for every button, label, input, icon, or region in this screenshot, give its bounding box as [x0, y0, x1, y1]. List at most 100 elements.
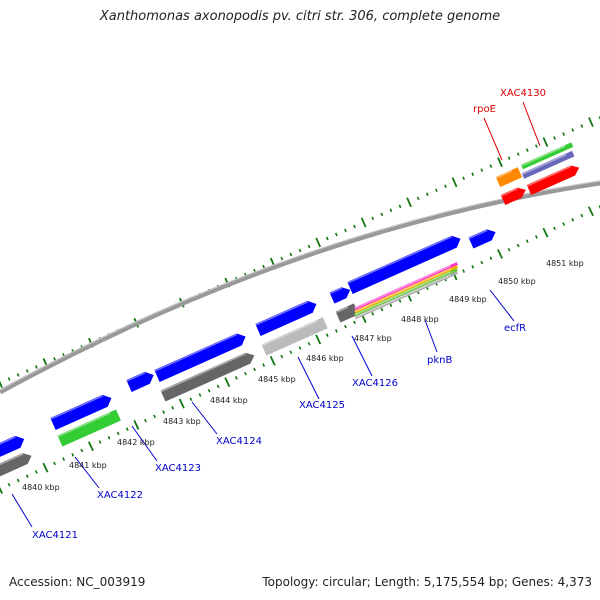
label-connector [11, 493, 33, 528]
major-tick [224, 377, 231, 388]
minor-tick [334, 329, 338, 333]
minor-tick [371, 312, 375, 316]
pknB-domain-band [354, 268, 458, 317]
minor-tick [507, 247, 511, 252]
cds-reverse [335, 303, 359, 323]
minor-tick [289, 350, 293, 355]
scale-tick-label: 4850 kbp [498, 277, 536, 286]
minor-tick [471, 265, 475, 269]
minor-tick [7, 377, 11, 381]
minor-tick [80, 448, 84, 453]
cds-forward [154, 333, 246, 382]
minor-tick [398, 204, 402, 209]
major-tick [315, 237, 322, 248]
label-connector [483, 117, 503, 161]
minor-tick [25, 474, 29, 478]
minor-tick [489, 164, 493, 168]
page-title: Xanthomonas axonopodis pv. citri str. 30… [99, 9, 501, 24]
scale-tick-label: 4843 kbp [163, 417, 201, 426]
minor-tick [234, 376, 238, 380]
scale-tick-label: 4851 kbp [546, 259, 584, 268]
minor-tick [280, 256, 284, 261]
minor-tick [298, 346, 302, 350]
cds-reverse [160, 352, 255, 402]
gene-label: XAC4123 [155, 463, 201, 474]
label-connector [489, 289, 515, 322]
cds-forward [0, 435, 25, 458]
major-tick [87, 441, 94, 452]
scale-tick-label: 4847 kbp [354, 334, 392, 343]
minor-tick [553, 226, 556, 231]
major-tick [360, 217, 367, 228]
gene-label: pknB [427, 355, 452, 366]
label-connector [424, 319, 438, 353]
minor-tick [380, 212, 384, 217]
minor-tick [298, 248, 302, 253]
minor-tick [289, 252, 293, 257]
feature-track [0, 142, 580, 478]
minor-tick [307, 244, 311, 249]
rna-gene [500, 187, 526, 206]
minor-tick [580, 124, 584, 128]
minor-tick [189, 397, 193, 402]
minor-tick [516, 243, 520, 248]
minor-tick [344, 324, 347, 329]
minor-tick [507, 156, 511, 160]
major-tick [406, 197, 412, 208]
pknB-domain-band [354, 262, 458, 311]
minor-tick [353, 224, 356, 229]
minor-tick [380, 307, 384, 312]
major-tick [587, 206, 594, 217]
accession-text: Accession: NC_003919 [9, 575, 146, 589]
cds-reverse [0, 453, 32, 478]
gene-label: XAC4126 [352, 378, 398, 389]
minor-tick [216, 384, 220, 389]
label-connector [522, 101, 541, 147]
major-tick [451, 177, 458, 188]
scale-labels: 4840 kbp 4841 kbp 4842 kbp 4843 kbp 4844 kbp… [22, 259, 584, 492]
scale-tick-label: 4848 kbp [401, 315, 439, 324]
rna-gene [526, 165, 580, 196]
cds-forward [468, 229, 496, 249]
major-tick [133, 420, 140, 430]
label-connector [191, 401, 218, 435]
minor-tick [16, 478, 20, 483]
minor-tick [244, 371, 247, 376]
label-connector [351, 335, 373, 377]
minor-tick [353, 320, 356, 325]
scale-tick-label: 4840 kbp [22, 483, 60, 492]
minor-tick [262, 363, 266, 367]
major-tick [0, 486, 3, 494]
minor-tick [171, 406, 175, 410]
minor-tick [462, 269, 466, 273]
gene-label: XAC4124 [216, 436, 262, 447]
minor-tick [425, 192, 429, 197]
gene-label: XAC4122 [97, 490, 143, 501]
minor-tick [434, 188, 438, 193]
minor-tick [71, 453, 75, 457]
gene-label: XAC4130 [500, 88, 546, 99]
minor-tick [571, 128, 575, 132]
minor-tick [389, 303, 393, 308]
gene-label: rpoE [473, 104, 496, 115]
minor-tick [525, 148, 529, 152]
minor-tick [198, 393, 202, 397]
scale-tick-label: 4845 kbp [258, 375, 296, 384]
minor-tick [107, 435, 111, 440]
major-tick [588, 117, 594, 127]
minor-tick [307, 341, 311, 346]
major-tick [315, 334, 322, 345]
minor-tick [116, 431, 120, 436]
minor-tick [480, 260, 484, 265]
cds-forward [50, 394, 112, 430]
label-connector [74, 456, 100, 489]
cds-reverse-light [261, 317, 328, 356]
scale-tick-label: 4846 kbp [306, 354, 344, 363]
cds-forward [126, 371, 154, 392]
major-tick [269, 355, 276, 366]
major-tick [497, 249, 503, 259]
xac4130-green-band [520, 142, 574, 170]
gene-label: XAC4121 [32, 530, 78, 541]
minor-tick [144, 418, 147, 423]
